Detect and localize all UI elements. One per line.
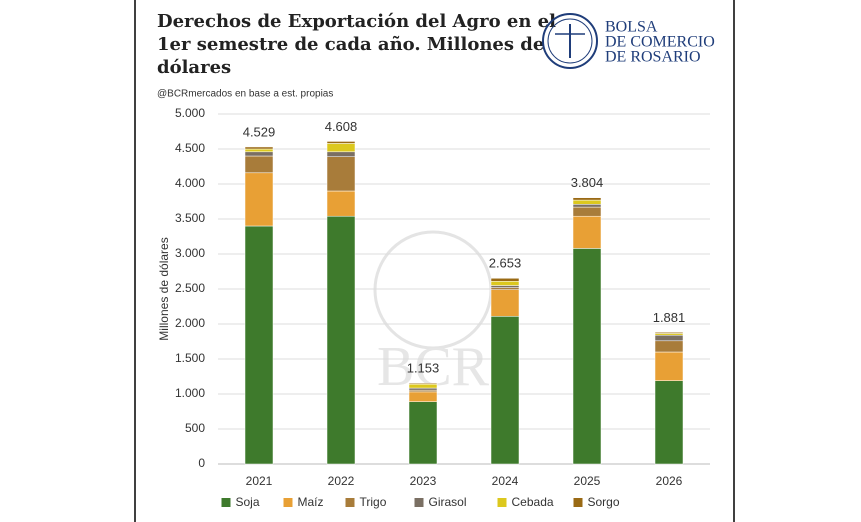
y-tick-label: 1.000 — [175, 386, 205, 400]
bar-segment — [490, 278, 520, 282]
bar-segment — [654, 334, 684, 342]
bar-segment — [490, 281, 520, 286]
bar-segment — [244, 151, 274, 157]
bar-segment — [490, 289, 520, 317]
bar-segment — [326, 141, 356, 144]
x-tick-label: 2021 — [246, 474, 273, 488]
bar-segment — [244, 146, 274, 150]
y-tick-label: 1.500 — [175, 351, 205, 365]
logo-ring — [542, 13, 598, 69]
bar-segment — [654, 340, 684, 353]
y-tick-label: 2.500 — [175, 281, 205, 295]
legend-swatch — [221, 498, 231, 507]
bar-segment — [244, 148, 274, 153]
y-tick-label: 4.000 — [175, 176, 205, 190]
total-label: 3.804 — [571, 175, 604, 190]
bar-segment — [408, 383, 438, 389]
bar-segment — [408, 383, 438, 385]
bar-segment — [572, 206, 602, 217]
legend-swatch — [573, 498, 583, 507]
logo-text: DE ROSARIO — [605, 49, 701, 66]
bar-segment — [326, 156, 356, 192]
bar-segment — [490, 316, 520, 465]
total-label: 4.529 — [243, 124, 276, 139]
bar-segment — [572, 199, 602, 205]
y-axis-label: Millones de dólares — [157, 237, 171, 340]
bar-segment — [572, 197, 602, 201]
bar-segment — [408, 391, 438, 402]
y-tick-label: 3.000 — [175, 246, 205, 260]
bar-segment — [326, 151, 356, 157]
bar-segment — [572, 204, 602, 208]
bar-segment — [244, 172, 274, 227]
x-tick-label: 2025 — [574, 474, 601, 488]
watermark-ring — [373, 230, 493, 350]
bar-segment — [326, 143, 356, 153]
bar-segment — [244, 155, 274, 174]
bar-segment — [408, 401, 438, 465]
legend-swatch — [414, 498, 424, 507]
bar-segment — [490, 287, 520, 290]
x-tick-label: 2022 — [328, 474, 355, 488]
legend-label: Trigo — [360, 495, 387, 509]
y-tick-label: 500 — [185, 421, 205, 435]
total-label: 1.881 — [653, 310, 686, 325]
chart-title: Derechos de Exportación del Agro en el 1… — [157, 11, 562, 78]
bar-segment — [572, 248, 602, 465]
subtitle: @BCRmercados en base a est. propias — [157, 89, 333, 100]
logo: BOLSA DE COMERCIO DE ROSARIO — [542, 13, 715, 69]
logo-text: BOLSA — [605, 19, 658, 36]
legend-label: Maíz — [298, 495, 324, 509]
legend-label: Girasol — [429, 495, 467, 509]
bar-segment — [654, 332, 684, 334]
legend-label: Soja — [236, 495, 260, 509]
total-label: 2.653 — [489, 256, 522, 271]
bar-segment — [408, 389, 438, 393]
legend-swatch — [283, 498, 293, 507]
legend-label: Cebada — [512, 495, 554, 509]
x-tick-label: 2026 — [656, 474, 683, 488]
bar-segment — [654, 333, 684, 336]
bar-segment — [654, 380, 684, 465]
logo-text: DE COMERCIO — [605, 34, 715, 51]
total-label: 4.608 — [325, 119, 358, 134]
logo-ring — [547, 18, 593, 64]
x-tick-label: 2023 — [410, 474, 437, 488]
y-tick-label: 0 — [198, 456, 205, 470]
bar-segment — [326, 190, 356, 217]
y-tick-label: 2.000 — [175, 316, 205, 330]
x-tick-label: 2024 — [492, 474, 519, 488]
bar-segment — [654, 351, 684, 381]
bar-segment — [572, 215, 602, 249]
y-tick-label: 3.500 — [175, 211, 205, 225]
bar-segment — [326, 215, 356, 465]
bar-segment — [490, 285, 520, 288]
legend-swatch — [345, 498, 355, 507]
legend-label: Sorgo — [588, 495, 620, 509]
bar-segment — [244, 225, 274, 465]
y-tick-label: 4.500 — [175, 141, 205, 155]
legend-swatch — [497, 498, 507, 507]
total-label: 1.153 — [407, 361, 440, 376]
y-tick-label: 5.000 — [175, 106, 205, 120]
bar-segment — [408, 387, 438, 391]
